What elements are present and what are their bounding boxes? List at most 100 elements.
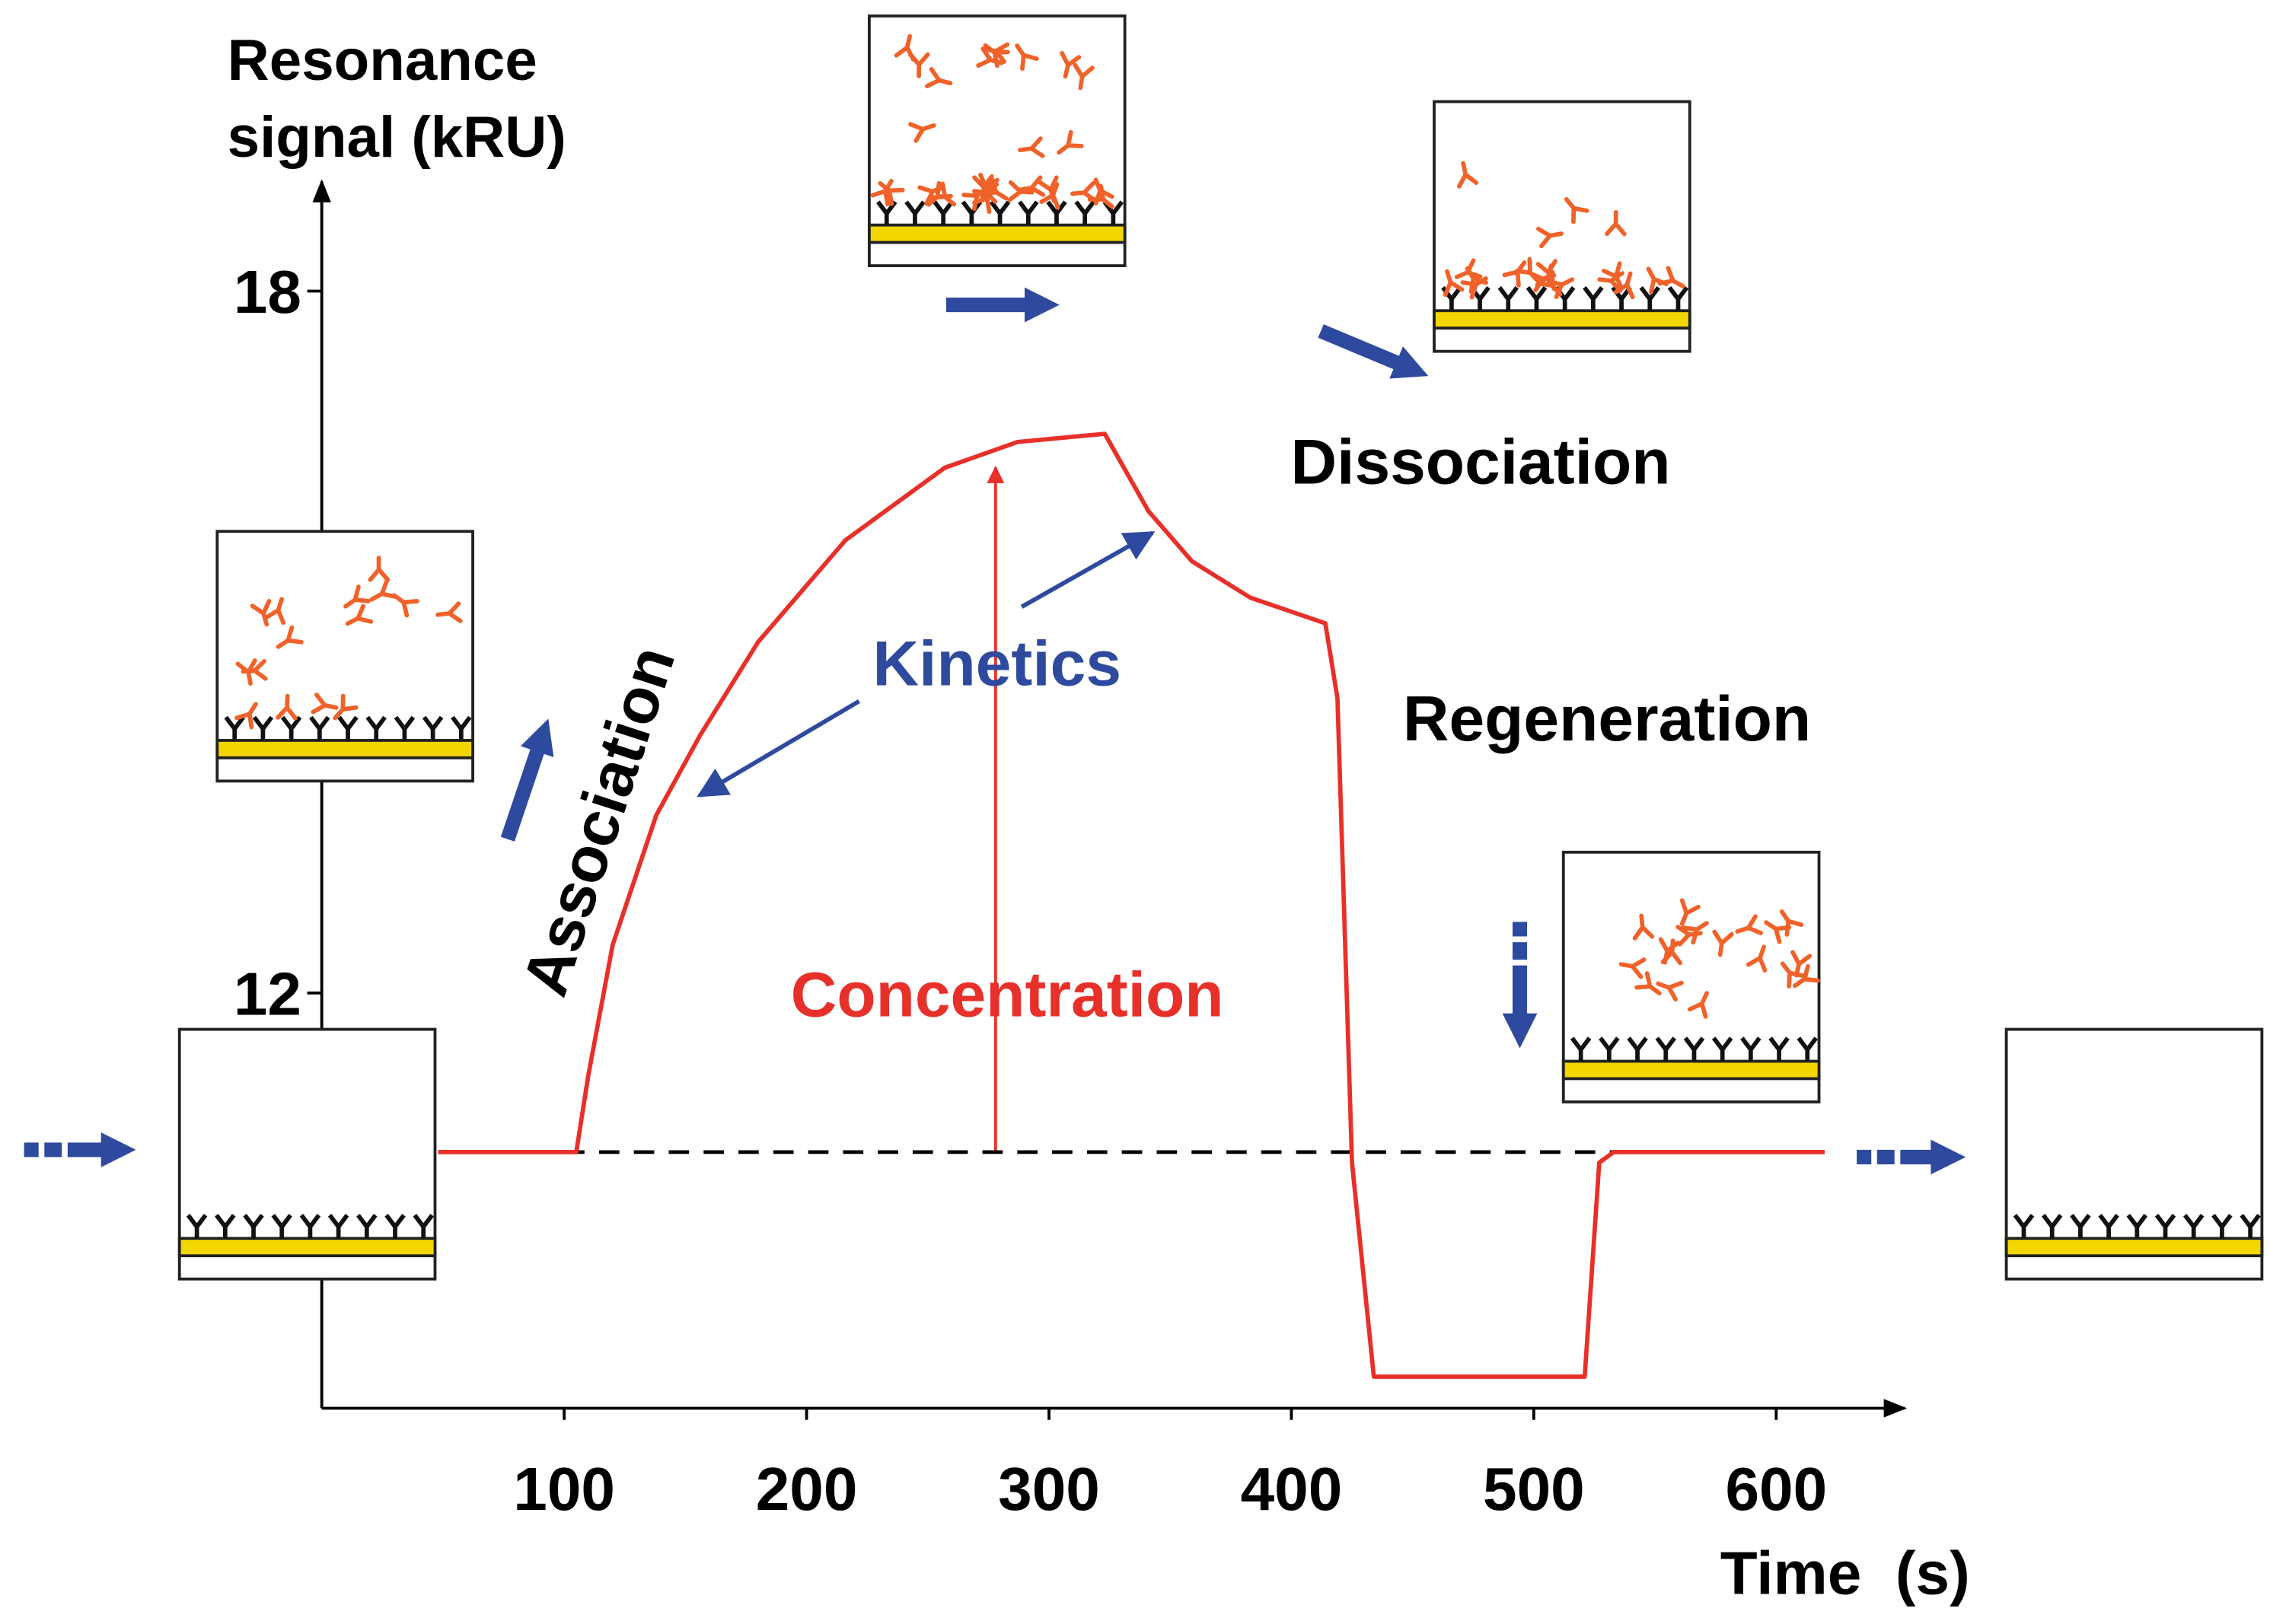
analyte [1746, 944, 1768, 973]
ligand [961, 200, 983, 225]
analyte [1687, 991, 1709, 1019]
annotation: Dissociation [1291, 425, 1671, 497]
y-axis-label: Resonance [228, 28, 537, 93]
analyte [1443, 269, 1465, 298]
ligand [2154, 1214, 2176, 1239]
ligand [356, 1214, 378, 1239]
ligand [1711, 1036, 1733, 1062]
sensor-box [2004, 1027, 2264, 1281]
ligand [1074, 200, 1095, 225]
ligand [1768, 1036, 1790, 1062]
ligand [186, 1214, 208, 1239]
arrow-body [1318, 324, 1402, 371]
analyte [435, 601, 463, 623]
ligand [933, 200, 954, 225]
analyte [1460, 276, 1488, 300]
ligand [224, 715, 245, 740]
arrow-head [1025, 287, 1060, 323]
arrow-tail [24, 1142, 39, 1157]
ligand [422, 715, 444, 740]
flow-arrow [945, 287, 1060, 323]
analyte [311, 693, 339, 715]
analyte [1057, 129, 1084, 155]
analyte [1605, 209, 1627, 237]
sensor-box [1561, 850, 1821, 1103]
ligand [2013, 1214, 2035, 1239]
analyte [1712, 929, 1734, 957]
ligand [1018, 200, 1039, 225]
ligand [1526, 286, 1548, 311]
x-axis-label: Time (s) [1720, 1539, 1970, 1607]
ligand [2182, 1214, 2205, 1239]
ligand [2211, 1214, 2233, 1239]
gold-layer [2004, 1237, 2264, 1258]
analyte [1037, 175, 1059, 203]
y-axis-label: signal (kRU) [228, 105, 566, 170]
analyte [1656, 980, 1684, 1001]
ligand [904, 200, 926, 225]
analyte [1679, 898, 1701, 926]
gold-layer [215, 739, 474, 759]
ligand [384, 1214, 406, 1239]
analyte [924, 67, 953, 89]
ligand [1583, 286, 1604, 311]
analyte [1018, 175, 1046, 197]
analyte [870, 179, 894, 207]
arrow-head [1389, 346, 1429, 379]
annotation: Concentration [791, 958, 1224, 1030]
ligand [1655, 1036, 1677, 1062]
ligand [365, 715, 387, 740]
ligand [1497, 286, 1519, 311]
flow-arrow [1502, 922, 1538, 1049]
ligand [243, 1214, 264, 1239]
analyte [1613, 271, 1635, 300]
analyte [1015, 43, 1039, 72]
ligand [2126, 1214, 2148, 1239]
analyte [1535, 259, 1557, 287]
flow-arrow [24, 1132, 136, 1167]
ligand [1667, 286, 1689, 311]
x-tick-label: 400 [1241, 1454, 1343, 1523]
ligand [2240, 1214, 2261, 1239]
analyte [276, 625, 304, 649]
ligand [2070, 1214, 2091, 1239]
kinetics-arrow [697, 699, 860, 798]
arrow-body [500, 747, 545, 842]
ligand [1570, 1036, 1592, 1062]
ligand [2041, 1214, 2063, 1239]
arrow-tail [1876, 1149, 1895, 1164]
analyte [972, 186, 996, 215]
annotation: Regeneration [1403, 683, 1811, 754]
gold-layer [1561, 1059, 1821, 1081]
arrow-body [67, 1142, 104, 1157]
analyte [264, 597, 286, 626]
sensor-box [867, 14, 1127, 268]
sensor-box [215, 530, 474, 783]
ligand [1797, 1036, 1819, 1062]
ligand [394, 715, 416, 740]
analyte [333, 693, 359, 721]
ligand [451, 715, 472, 740]
analyte [1073, 62, 1095, 91]
arrow-body [945, 298, 1028, 313]
annotation: Kinetics [873, 627, 1121, 699]
ligand [271, 1214, 292, 1239]
ligand [337, 715, 359, 740]
ligand [2098, 1214, 2119, 1239]
analyte [1657, 266, 1685, 289]
arrow-tail [1513, 922, 1528, 937]
ligand [215, 1214, 236, 1239]
ligand [989, 200, 1011, 225]
ligand [1102, 200, 1124, 225]
arrow-body [1513, 965, 1528, 1017]
x-tick-label: 600 [1725, 1454, 1827, 1523]
flow-arrow [1857, 1139, 1966, 1175]
analyte [1735, 914, 1763, 935]
arrow-head [520, 718, 554, 758]
analyte [1087, 183, 1114, 209]
flow-arrow [500, 718, 554, 842]
ligand [1683, 1036, 1705, 1062]
sensor-box [177, 1027, 437, 1281]
ligand [299, 1214, 321, 1239]
analyte [343, 584, 371, 609]
